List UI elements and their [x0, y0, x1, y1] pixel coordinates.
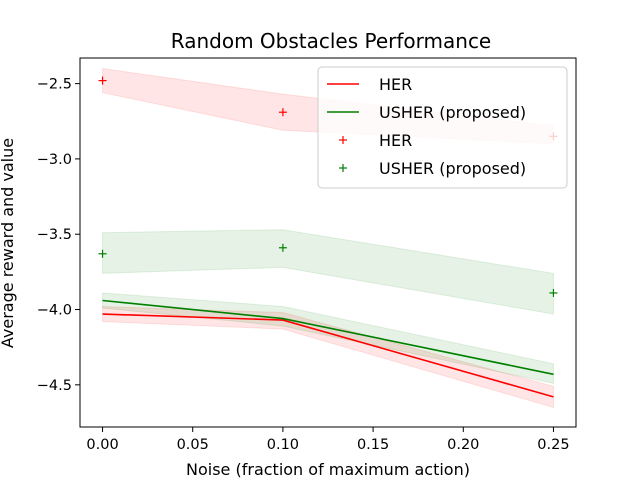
y-tick-label: −3.5	[37, 227, 72, 243]
x-tick-label: 0.25	[537, 437, 569, 453]
legend-label: HER	[379, 131, 412, 150]
x-tick-label: 0.20	[447, 437, 479, 453]
chart-title: Random Obstacles Performance	[171, 29, 492, 53]
x-tick-label: 0.15	[357, 437, 389, 453]
legend: HER USHER (proposed) HER USHER (proposed)	[318, 67, 567, 188]
y-tick-label: −4.5	[37, 378, 72, 394]
y-tick-label: −3.0	[37, 152, 72, 168]
y-tick-label: −2.5	[37, 77, 72, 93]
legend-label: HER	[379, 75, 412, 94]
y-tick-label: −4.0	[37, 303, 72, 319]
x-tick-label: 0.10	[267, 437, 299, 453]
x-tick-label: 0.05	[177, 437, 209, 453]
x-tick-label: 0.00	[86, 437, 118, 453]
legend-label: USHER (proposed)	[379, 103, 526, 122]
y-axis-label: Average reward and value	[0, 138, 17, 348]
legend-label: USHER (proposed)	[379, 159, 526, 178]
x-axis-label: Noise (fraction of maximum action)	[186, 460, 470, 479]
